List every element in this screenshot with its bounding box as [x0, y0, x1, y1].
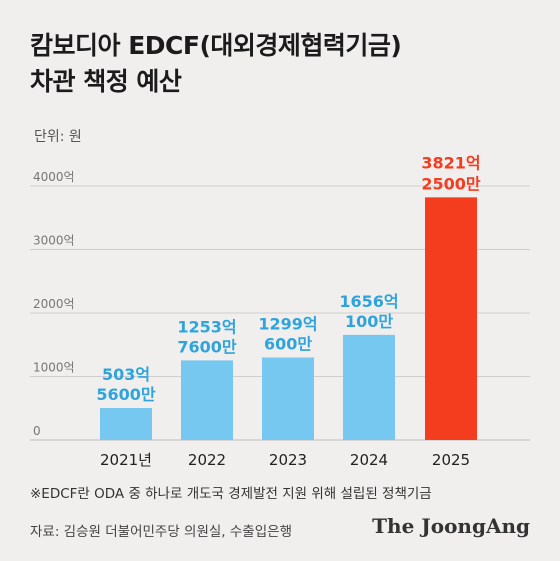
footnote: ※EDCF란 ODA 중 하나로 개도국 경제발전 지원 위해 설립된 정책기금 [30, 486, 432, 502]
bar-1 [181, 360, 233, 440]
bar-4 [425, 197, 477, 440]
x-tick-label-3: 2024 [350, 451, 388, 469]
x-tick-label-0: 2021년 [100, 451, 152, 469]
x-tick-label-2: 2023 [269, 451, 307, 469]
y-tick-label-0: 0 [33, 424, 41, 438]
chart-title-line-1: 캄보디아 EDCF(대외경제협력기금) [30, 31, 402, 60]
data-label-0-0: 503억 [102, 365, 150, 384]
x-tick-label-4: 2025 [432, 451, 470, 469]
source-text: 자료: 김승원 더불어민주당 의원실, 수출입은행 [30, 524, 292, 540]
unit-label: 단위: 원 [34, 129, 82, 145]
x-tick-label-1: 2022 [188, 451, 226, 469]
chart-title-line-2: 차관 책정 예산 [30, 67, 182, 96]
data-label-3-0: 1656억 [339, 292, 398, 311]
data-label-4-1: 2500만 [421, 174, 481, 193]
bar-0 [100, 408, 152, 440]
bar-2 [262, 357, 314, 440]
data-label-1-0: 1253억 [177, 317, 236, 336]
y-tick-label-2: 2000억 [33, 297, 75, 311]
data-label-1-1: 7600만 [177, 337, 237, 356]
data-label-2-1: 600만 [264, 335, 312, 354]
data-label-4-0: 3821억 [421, 153, 480, 172]
y-tick-label-3: 3000억 [33, 234, 75, 248]
data-label-2-0: 1299억 [258, 315, 317, 334]
chart-title: 캄보디아 EDCF(대외경제협력기금) 차관 책정 예산 [30, 28, 402, 100]
data-label-3-1: 100만 [345, 312, 393, 331]
y-tick-label-4: 4000억 [33, 170, 75, 184]
data-label-0-1: 5600만 [96, 385, 156, 404]
y-tick-label-1: 1000억 [33, 361, 75, 375]
publisher-logo: The JoongAng [372, 514, 530, 538]
bar-3 [343, 334, 395, 440]
